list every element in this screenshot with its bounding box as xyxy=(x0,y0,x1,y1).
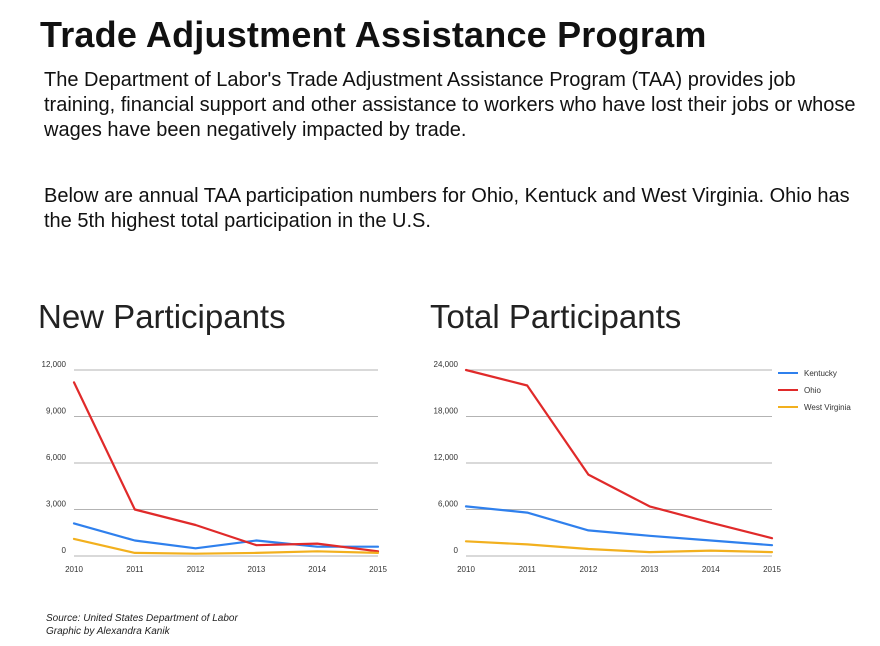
source-text: Source: United States Department of Labo… xyxy=(46,613,238,624)
x-tick-label: 2012 xyxy=(187,565,205,574)
y-tick-label: 6,000 xyxy=(438,500,459,509)
x-tick-label: 2011 xyxy=(519,565,537,574)
series-line-kentucky xyxy=(72,522,380,550)
series-line-west-virginia xyxy=(72,537,380,555)
intro-paragraph-2: Below are annual TAA participation numbe… xyxy=(44,185,850,232)
y-tick-label: 3,000 xyxy=(46,500,67,509)
page-title: Trade Adjustment Assistance Program xyxy=(40,14,707,55)
x-tick-label: 2013 xyxy=(248,565,266,574)
y-tick-label: 6,000 xyxy=(46,453,67,462)
y-tick-label: 18,000 xyxy=(434,407,459,416)
y-tick-label: 12,000 xyxy=(434,453,459,462)
x-tick-label: 2015 xyxy=(763,565,781,574)
x-tick-label: 2014 xyxy=(702,565,720,574)
series-line-ohio xyxy=(72,381,380,553)
new-participants-chart: 0 3,000 6,000 9,000 12,000 2010 2011 2012 2013 20… xyxy=(42,360,388,574)
x-tick-label: 2013 xyxy=(641,565,659,574)
intro-paragraph: The Department of Labor's Trade Adjustme… xyxy=(44,69,856,141)
total-participants-chart: 0 6,000 12,000 18,000 24,000 2010 2011 2012 2013… xyxy=(434,360,852,574)
legend-label-west-virginia: West Virginia xyxy=(804,403,851,412)
y-tick-label: 24,000 xyxy=(434,360,459,369)
legend-label-ohio: Ohio xyxy=(804,386,821,395)
x-tick-label: 2015 xyxy=(369,565,387,574)
x-tick-label: 2012 xyxy=(580,565,598,574)
x-tick-label: 2014 xyxy=(308,565,326,574)
y-tick-label: 0 xyxy=(454,546,459,555)
series-line-kentucky xyxy=(464,505,774,547)
legend-label-kentucky: Kentucky xyxy=(804,369,837,378)
x-tick-label: 2011 xyxy=(126,565,144,574)
total-participants-title: Total Participants xyxy=(430,298,682,335)
y-tick-label: 0 xyxy=(62,546,67,555)
x-tick-label: 2010 xyxy=(457,565,475,574)
y-tick-label: 12,000 xyxy=(42,360,67,369)
series-line-ohio xyxy=(464,368,774,540)
x-tick-label: 2010 xyxy=(65,565,83,574)
y-tick-label: 9,000 xyxy=(46,407,67,416)
new-participants-title: New Participants xyxy=(38,298,286,335)
source-credit: Source: United States Department of Labo… xyxy=(46,612,238,638)
series-line-west-virginia xyxy=(464,540,774,554)
credit-text: Graphic by Alexandra Kanik xyxy=(46,626,170,637)
